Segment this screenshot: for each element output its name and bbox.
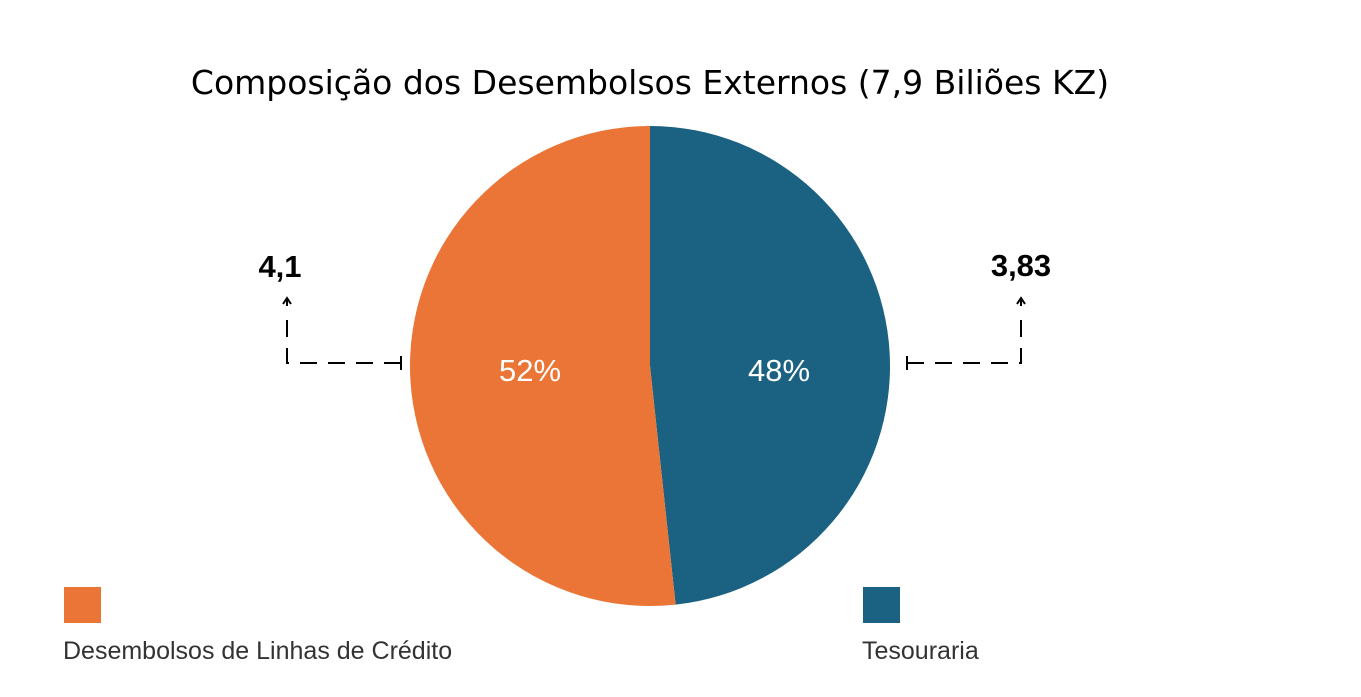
leader-line-tesouraria bbox=[906, 296, 1026, 370]
legend-label-credito: Desembolsos de Linhas de Crédito bbox=[63, 637, 452, 665]
percent-label-tesouraria: 48% bbox=[748, 353, 810, 388]
leader-line-credito bbox=[282, 296, 402, 370]
legend-swatch-tesouraria bbox=[863, 587, 900, 623]
value-label-tesouraria: 3,83 bbox=[991, 248, 1051, 283]
legend-label-tesouraria: Tesouraria bbox=[862, 637, 979, 665]
value-label-credito: 4,1 bbox=[258, 249, 301, 284]
legend-swatch-credito bbox=[64, 587, 101, 623]
pie-slice-desembolsos-de-linhas-de-cr-dito bbox=[410, 126, 676, 606]
pie-slice-tesouraria bbox=[650, 126, 891, 605]
chart-title: Composição dos Desembolsos Externos (7,9… bbox=[191, 63, 1109, 102]
percent-label-credito: 52% bbox=[499, 353, 561, 388]
pie-slices bbox=[410, 126, 891, 606]
